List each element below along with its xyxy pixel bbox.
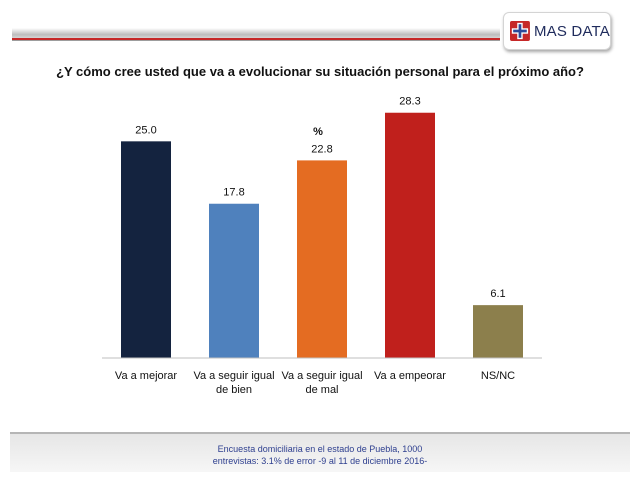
footer-note: Encuesta domiciliaria en el estado de Pu…: [10, 443, 630, 467]
logo: MAS DATA: [503, 12, 611, 50]
category-label-4: Va a empeorar: [374, 370, 446, 382]
question-title: ¿Y cómo cree usted que va a evolucionar …: [56, 64, 584, 79]
bar-3: [297, 160, 347, 358]
bar-4: [385, 112, 435, 358]
data-label-5: 6.1: [490, 288, 505, 300]
data-label-2: 17.8: [223, 187, 244, 199]
chart-title: %: [313, 126, 323, 138]
footer-line-2: entrevistas: 3.1% de error -9 al 11 de d…: [212, 456, 428, 466]
logo-text: MAS DATA: [533, 22, 610, 40]
footer-divider: [10, 432, 630, 434]
data-label-4: 28.3: [399, 96, 420, 108]
bar-2: [209, 203, 259, 358]
category-label-3: Va a seguir igual de mal: [281, 370, 362, 396]
header-accent-line: [12, 38, 500, 40]
header-band: [12, 28, 500, 41]
category-label-1: Va a mejorar: [115, 370, 177, 382]
footer-band: [10, 434, 630, 472]
data-label-1: 25.0: [135, 124, 156, 136]
category-label-5: NS/NC: [481, 370, 515, 382]
bar-1: [121, 141, 171, 358]
medical-cross-icon: [510, 21, 530, 41]
category-label-2: Va a seguir igual de bien: [193, 370, 274, 396]
data-label-3: 22.8: [311, 143, 332, 155]
bar-5: [473, 305, 523, 358]
footer-line-1: Encuesta domiciliaria en el estado de Pu…: [217, 444, 423, 454]
